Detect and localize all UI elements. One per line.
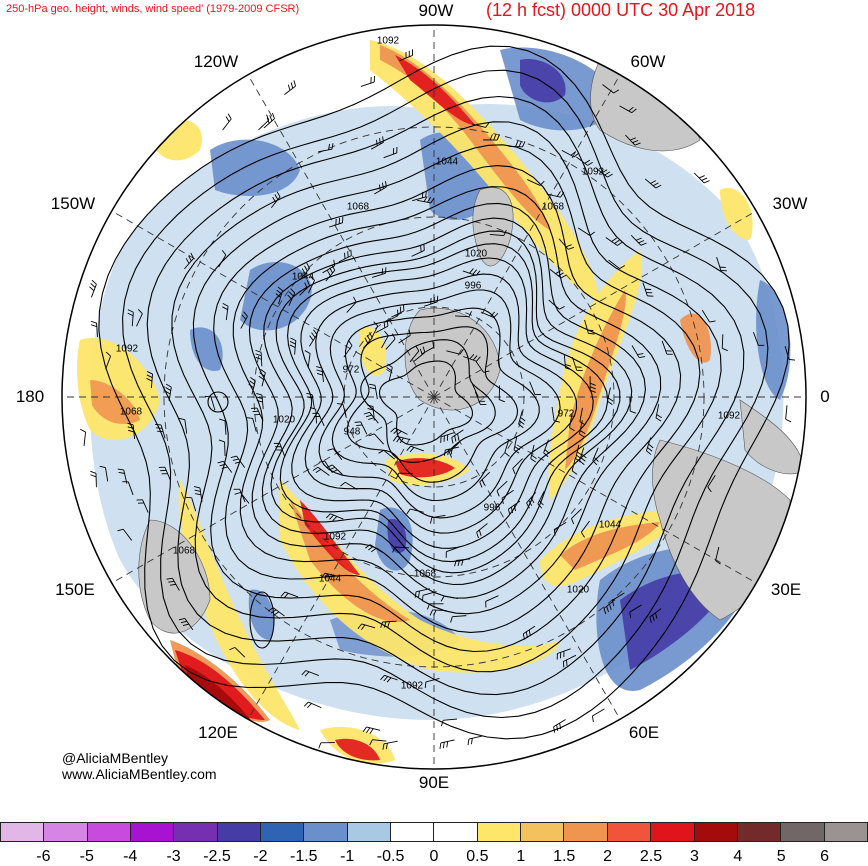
colorbar-cell	[303, 822, 346, 842]
colorbar-cell	[87, 822, 130, 842]
colorbar-tick-label: 1	[516, 848, 525, 866]
height-contour-label: 948	[344, 427, 361, 438]
colorbar-cell	[520, 822, 563, 842]
colorbar-tick-label: 3	[690, 848, 699, 866]
colorbar-cell	[390, 822, 433, 842]
colorbar-cell	[43, 822, 86, 842]
colorbar-cell	[563, 822, 606, 842]
colorbar-cell	[260, 822, 303, 842]
header-left-title: 250-hPa geo. height, winds, wind speed' …	[6, 3, 299, 15]
height-contour-label: 1068	[173, 546, 196, 557]
colorbar-tick-label: 2.5	[640, 848, 662, 866]
colorbar-cell	[0, 822, 43, 842]
colorbar-tick-label: 1.5	[553, 848, 575, 866]
height-contour-label: 1044	[292, 272, 315, 283]
colorbar-cell	[607, 822, 650, 842]
height-contour-label: 1044	[436, 157, 459, 168]
header-right-title: (12 h fcst) 0000 UTC 30 Apr 2018	[486, 0, 755, 21]
colorbar-tick-label: 0.5	[466, 848, 488, 866]
colorbar	[0, 822, 868, 842]
colorbar-tick-label: -6	[36, 848, 50, 866]
height-contour-label: 1092	[582, 167, 605, 178]
height-contour-label: 1092	[116, 344, 139, 355]
colorbar-cell	[433, 822, 476, 842]
colorbar-cell	[173, 822, 216, 842]
colorbar-cell	[737, 822, 780, 842]
lon-label-top: 90W	[419, 1, 454, 21]
lon-label-60e: 60E	[629, 723, 659, 743]
colorbar-tick-label: -0.5	[377, 848, 405, 866]
height-contour-label: 1068	[414, 569, 437, 580]
height-contour-label: 996	[465, 281, 482, 292]
lon-label-150w: 150W	[51, 194, 95, 214]
colorbar-tick-label: -2.5	[203, 848, 231, 866]
lon-label-60w: 60W	[631, 52, 666, 72]
lon-label-120w: 120W	[194, 52, 238, 72]
height-contour-label: 1092	[324, 532, 347, 543]
height-contour-label: 1068	[347, 202, 370, 213]
height-contour-label: 972	[558, 409, 575, 420]
colorbar-tick-label: -3	[166, 848, 180, 866]
height-contour-label: 1068	[120, 407, 143, 418]
colorbar-tick-label: 2	[603, 848, 612, 866]
colorbar-tick-label: -1.5	[290, 848, 318, 866]
height-contour-label: 1044	[319, 574, 342, 585]
colorbar-cell	[130, 822, 173, 842]
height-contour-label: 1020	[567, 585, 590, 596]
colorbar-cell	[477, 822, 520, 842]
lon-label-right: 0	[820, 387, 829, 407]
height-contour-label: 1092	[718, 411, 741, 422]
colorbar-tick-label: -5	[80, 848, 94, 866]
height-contour-label: 1092	[401, 681, 424, 692]
height-contour-label: 996	[484, 503, 501, 514]
colorbar-tick-label: 0	[430, 848, 439, 866]
credit-handle: @AliciaMBentley	[62, 750, 168, 766]
colorbar-tick-label: 6	[820, 848, 829, 866]
colorbar-cell	[824, 822, 868, 842]
colorbar-cell	[217, 822, 260, 842]
lon-label-30e: 30E	[771, 580, 801, 600]
height-contour-label: 1068	[542, 202, 565, 213]
colorbar-tick-label: 5	[777, 848, 786, 866]
height-contour-label: 1020	[273, 415, 296, 426]
height-contour-label: 1044	[599, 520, 622, 531]
colorbar-cell	[694, 822, 737, 842]
lon-label-120e: 120E	[198, 723, 238, 743]
lon-label-bottom: 90E	[419, 773, 449, 793]
lon-label-150e: 150E	[55, 580, 95, 600]
lon-label-30w: 30W	[773, 194, 808, 214]
height-contour-label: 1092	[377, 36, 400, 47]
colorbar-tick-label: -2	[253, 848, 267, 866]
lon-label-left: 180	[16, 387, 44, 407]
colorbar-tick-label: -1	[340, 848, 354, 866]
colorbar-tick-label: 4	[733, 848, 742, 866]
credit-website: www.AliciaMBentley.com	[62, 766, 217, 782]
height-contour-label: 972	[343, 365, 360, 376]
height-contour-label: 1020	[465, 249, 488, 260]
colorbar-cell	[780, 822, 823, 842]
colorbar-cell	[347, 822, 390, 842]
colorbar-cell	[650, 822, 693, 842]
colorbar-tick-label: -4	[123, 848, 137, 866]
